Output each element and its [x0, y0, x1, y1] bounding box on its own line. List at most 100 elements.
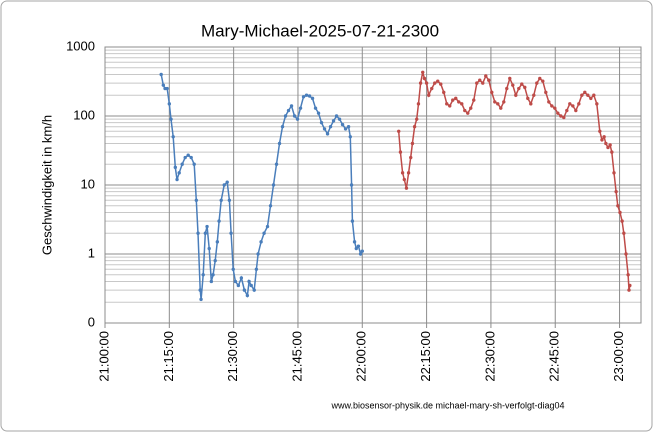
data-point: [606, 145, 610, 150]
data-point: [249, 283, 253, 288]
data-point: [541, 79, 545, 83]
data-point: [268, 204, 273, 208]
data-point: [331, 119, 336, 123]
data-point: [205, 224, 209, 229]
data-point: [169, 117, 173, 121]
data-point: [310, 96, 315, 101]
data-point: [352, 240, 357, 244]
data-point: [586, 93, 590, 97]
data-point: [274, 162, 279, 166]
data-point: [484, 74, 488, 78]
data-point: [463, 108, 467, 113]
data-point: [186, 153, 190, 157]
data-point: [277, 141, 282, 146]
y-tick-label: 0: [88, 314, 95, 329]
data-point: [398, 150, 403, 154]
data-point: [422, 76, 427, 81]
data-point: [304, 93, 309, 97]
data-point: [265, 224, 270, 229]
data-point: [532, 93, 536, 97]
data-point: [222, 183, 226, 187]
data-point: [499, 106, 503, 110]
data-point: [538, 76, 542, 81]
data-point: [608, 143, 612, 147]
data-point: [165, 86, 169, 91]
data-point: [508, 76, 512, 81]
data-point: [236, 283, 241, 288]
x-tick-label: 21:00:00: [96, 331, 111, 382]
data-point: [349, 183, 354, 187]
data-point: [196, 231, 200, 235]
data-point: [256, 252, 260, 256]
data-point: [481, 81, 485, 85]
data-point: [614, 189, 618, 194]
data-point: [478, 78, 482, 82]
data-point: [319, 120, 324, 125]
data-point: [600, 138, 604, 142]
data-point: [624, 252, 628, 256]
data-point: [175, 177, 179, 182]
data-point: [628, 283, 632, 288]
data-point: [180, 162, 184, 166]
chart-title: Mary-Michael-2025-07-21-2300: [201, 21, 439, 40]
data-point: [610, 150, 614, 154]
data-point: [577, 102, 581, 106]
data-point: [556, 111, 560, 115]
data-point: [298, 106, 303, 110]
x-tick-label: 22:45:00: [547, 331, 562, 382]
data-point: [448, 104, 452, 108]
plot-frame: [104, 46, 642, 324]
data-point: [565, 108, 569, 113]
data-point: [354, 246, 358, 251]
data-point: [233, 279, 238, 284]
data-point: [580, 93, 584, 97]
data-point: [589, 96, 593, 101]
data-point: [337, 117, 342, 121]
data-point: [410, 141, 415, 146]
data-point: [322, 127, 327, 131]
data-point: [259, 240, 263, 244]
data-point: [400, 171, 405, 175]
data-point: [286, 108, 291, 113]
data-point: [316, 111, 321, 115]
data-point: [198, 288, 202, 292]
x-tick-label: 21:30:00: [225, 331, 240, 382]
data-point: [350, 219, 355, 223]
data-point: [358, 252, 363, 256]
y-tick-label: 10: [81, 176, 95, 191]
data-point: [171, 135, 175, 139]
data-point: [517, 86, 521, 91]
data-point: [544, 90, 548, 95]
data-point: [173, 165, 178, 170]
data-point: [475, 81, 479, 85]
data-point: [529, 102, 533, 106]
data-point: [292, 114, 297, 118]
data-point: [454, 96, 458, 101]
data-point: [307, 94, 312, 98]
data-point: [562, 115, 566, 120]
data-point: [472, 98, 476, 102]
data-point: [245, 293, 250, 298]
data-point: [535, 81, 539, 85]
data-point: [433, 81, 437, 85]
data-point: [550, 104, 554, 108]
data-point: [211, 273, 215, 277]
data-point: [409, 155, 413, 160]
data-point: [252, 288, 256, 292]
data-point: [553, 106, 557, 110]
series-line: [160, 74, 363, 300]
data-point: [442, 90, 446, 95]
data-point: [215, 240, 220, 244]
data-point: [505, 86, 509, 91]
data-point: [247, 279, 251, 284]
data-point: [520, 82, 524, 86]
x-tick-label: 23:00:00: [611, 331, 626, 382]
data-point: [289, 104, 294, 108]
data-point: [229, 231, 233, 235]
data-point: [602, 135, 606, 139]
data-point: [159, 72, 163, 77]
data-point: [487, 78, 491, 82]
data-point: [626, 273, 630, 277]
data-point: [239, 276, 244, 280]
data-point: [583, 90, 587, 95]
